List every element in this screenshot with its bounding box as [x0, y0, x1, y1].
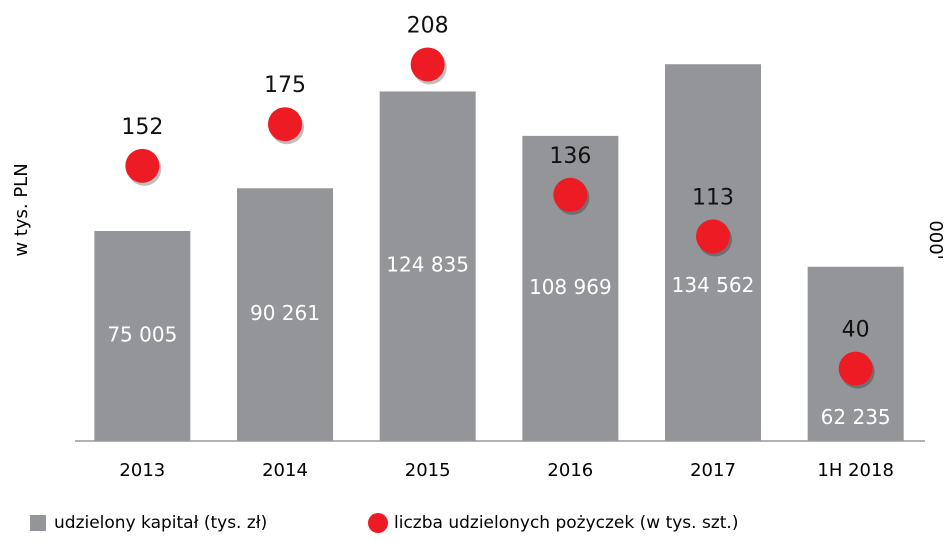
bar-value-label: 62 235	[821, 405, 891, 429]
bar-value-label: 90 261	[250, 301, 320, 325]
x-tick-label: 2015	[405, 460, 451, 481]
dot	[838, 351, 873, 386]
x-tick-label: 1H 2018	[817, 460, 894, 481]
dot-value-label: 136	[549, 144, 591, 169]
dot-value-label: 208	[407, 13, 449, 38]
dot-value-label: 152	[121, 115, 163, 140]
legend-label: udzielony kapitał (tys. zł)	[54, 513, 267, 533]
bar-value-label: 134 562	[672, 273, 755, 297]
dot-value-label: 40	[842, 318, 870, 343]
dot-value-label: 175	[264, 73, 306, 98]
legend-swatch	[30, 515, 46, 531]
dot	[125, 148, 160, 183]
bar-value-label: 108 969	[529, 275, 612, 299]
x-tick-label: 2014	[262, 460, 308, 481]
x-tick-label: 2017	[690, 460, 736, 481]
bar	[379, 91, 476, 441]
dot-value-label: 113	[692, 185, 734, 210]
bar	[94, 230, 191, 441]
dot	[268, 107, 302, 142]
x-tick-label: 2013	[119, 460, 165, 481]
legend-label: liczba udzielonych pożyczek (w tys. szt.…	[394, 513, 738, 533]
bar	[237, 188, 333, 441]
x-tick-label: 2016	[547, 460, 593, 481]
dot	[696, 219, 730, 254]
dot	[553, 177, 588, 212]
y-axis-label: w tys. PLN	[11, 163, 32, 256]
dot	[410, 47, 445, 82]
legend-swatch	[368, 513, 388, 533]
y2-axis-label: 000'	[925, 220, 946, 259]
bar-value-label: 75 005	[107, 322, 177, 346]
bar-value-label: 124 835	[386, 253, 469, 277]
